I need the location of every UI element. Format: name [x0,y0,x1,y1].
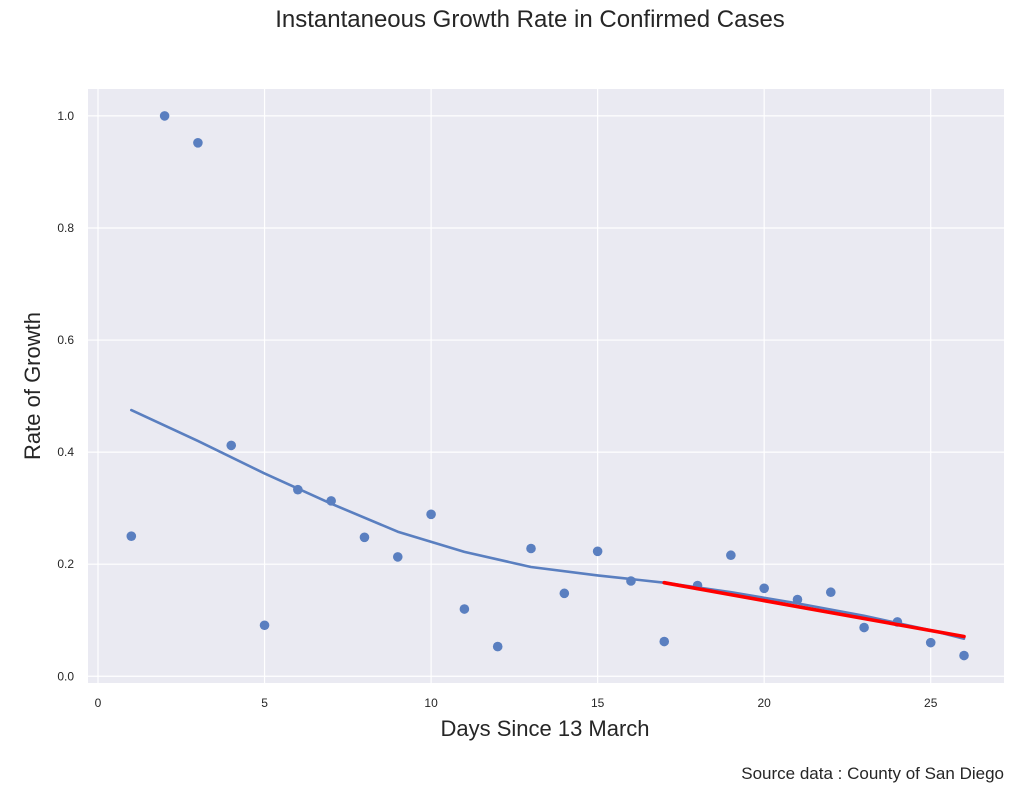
y-tick-label: 0.0 [57,669,74,683]
y-tick-label: 0.8 [57,221,74,235]
y-tick-label: 0.4 [57,445,74,459]
data-point [193,137,203,148]
data-point [492,641,503,652]
data-point [459,604,470,614]
x-tick-label: 10 [424,696,438,710]
x-tick-label: 15 [591,696,605,710]
linear-fit-line [662,580,966,639]
x-tick-label: 0 [95,696,102,710]
y-tick-label: 1.0 [57,109,74,123]
source-caption: Source data : County of San Diego [741,764,1004,783]
x-tick-label: 20 [757,696,771,710]
y-tick-label: 0.6 [57,333,74,347]
data-point [959,650,969,661]
x-tick-label: 5 [261,696,268,710]
smoothed-trend-line [130,408,966,641]
grid-lines [88,89,1004,683]
x-axis-label: Days Since 13 March [440,716,649,741]
plot-area [88,89,1004,683]
data-point [592,546,603,557]
data-point [259,620,270,631]
y-axis-label: Rate of Growth [20,312,45,460]
data-point [126,531,137,541]
data-point [559,588,570,599]
data-point [159,111,170,121]
data-point [759,583,769,594]
y-tick-label: 0.2 [57,557,74,571]
data-point [226,440,237,451]
data-point [526,543,536,554]
data-point [659,636,670,647]
data-point [726,550,736,561]
data-point [825,587,836,598]
data-point [859,622,869,633]
chart-title: Instantaneous Growth Rate in Confirmed C… [275,6,785,33]
series-layer [126,111,969,661]
tick-labels: 0 5 10 15 20 25 0.0 0.2 0.4 0.6 0.8 1.0 [57,109,937,710]
data-point [925,637,936,648]
data-point [359,532,370,543]
x-tick-label: 25 [924,696,938,710]
data-point [392,552,403,562]
data-point [426,509,436,520]
